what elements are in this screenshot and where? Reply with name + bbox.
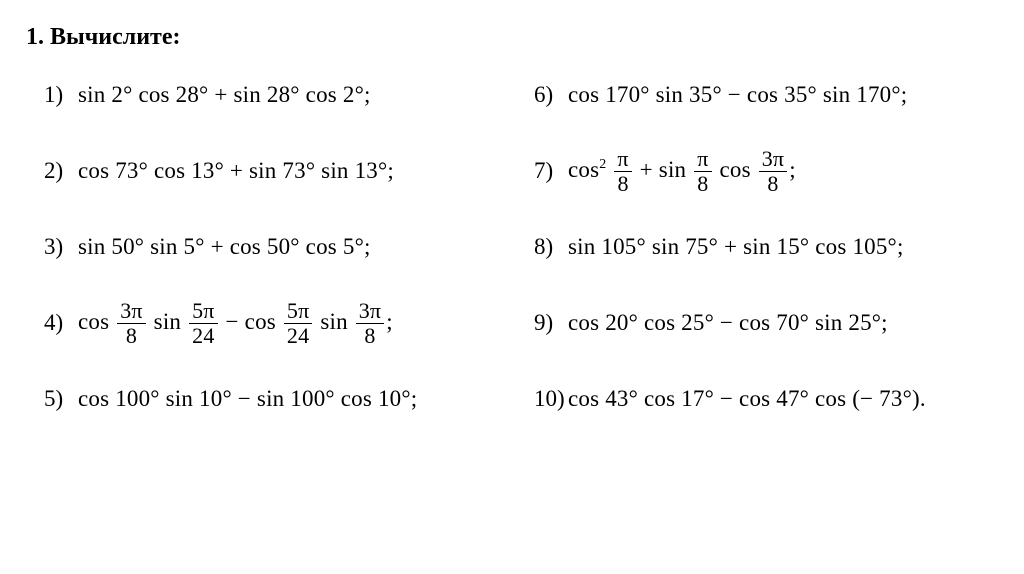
problem-1: 1) sin 2° cos 28° + sin 28° cos 2°; bbox=[44, 71, 524, 119]
title-text: Вычислите: bbox=[50, 24, 181, 50]
problem-3: 3) sin 50° sin 5° + cos 50° cos 5°; bbox=[44, 223, 524, 271]
problem-number: 8) bbox=[534, 234, 568, 260]
problem-number: 5) bbox=[44, 386, 78, 412]
problems-grid: 1) sin 2° cos 28° + sin 28° cos 2°; 6) c… bbox=[26, 71, 998, 423]
problem-expression: cos 100° sin 10° − sin 100° cos 10°; bbox=[78, 386, 417, 412]
problem-4: 4) cos 3π8 sin 5π24 − cos 5π24 sin 3π8; bbox=[44, 299, 524, 347]
problem-6: 6) cos 170° sin 35° − cos 35° sin 170°; bbox=[534, 71, 1024, 119]
problem-number: 9) bbox=[534, 310, 568, 336]
problem-number: 1) bbox=[44, 82, 78, 108]
problem-expression: sin 50° sin 5° + cos 50° cos 5°; bbox=[78, 234, 371, 260]
problem-expression: cos 170° sin 35° − cos 35° sin 170°; bbox=[568, 82, 907, 108]
problem-expression: sin 2° cos 28° + sin 28° cos 2°; bbox=[78, 82, 371, 108]
problem-10: 10) cos 43° cos 17° − cos 47° cos (− 73°… bbox=[534, 375, 1024, 423]
page: 1. Вычислите: 1) sin 2° cos 28° + sin 28… bbox=[0, 0, 1024, 447]
problem-number: 10) bbox=[534, 386, 568, 412]
problem-2: 2) cos 73° cos 13° + sin 73° sin 13°; bbox=[44, 147, 524, 195]
problem-expression: cos 20° cos 25° − cos 70° sin 25°; bbox=[568, 310, 888, 336]
problem-5: 5) cos 100° sin 10° − sin 100° cos 10°; bbox=[44, 375, 524, 423]
problem-expression: cos 43° cos 17° − cos 47° cos (− 73°). bbox=[568, 386, 926, 412]
exercise-title: 1. Вычислите: bbox=[26, 24, 998, 51]
problem-number: 7) bbox=[534, 158, 568, 184]
problem-number: 4) bbox=[44, 310, 78, 336]
problem-number: 6) bbox=[534, 82, 568, 108]
title-number: 1. bbox=[26, 24, 44, 50]
problem-number: 3) bbox=[44, 234, 78, 260]
problem-expression: cos 73° cos 13° + sin 73° sin 13°; bbox=[78, 158, 394, 184]
problem-9: 9) cos 20° cos 25° − cos 70° sin 25°; bbox=[534, 299, 1024, 347]
problem-7: 7) cos2 π8 + sin π8 cos 3π8; bbox=[534, 147, 1024, 195]
problem-expression: sin 105° sin 75° + sin 15° cos 105°; bbox=[568, 234, 904, 260]
problem-expression: cos2 π8 + sin π8 cos 3π8; bbox=[568, 148, 796, 195]
problem-number: 2) bbox=[44, 158, 78, 184]
problem-8: 8) sin 105° sin 75° + sin 15° cos 105°; bbox=[534, 223, 1024, 271]
problem-expression: cos 3π8 sin 5π24 − cos 5π24 sin 3π8; bbox=[78, 300, 393, 347]
